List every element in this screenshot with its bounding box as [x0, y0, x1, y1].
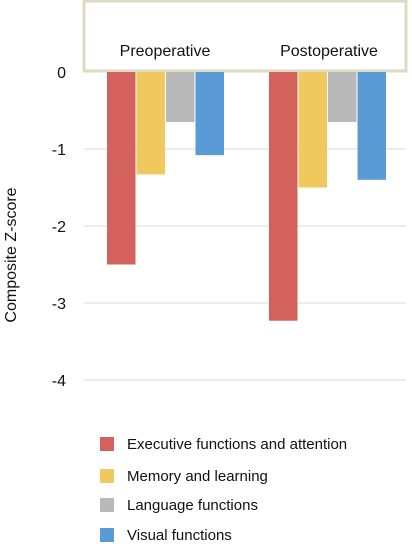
legend-swatch: [100, 498, 114, 512]
bar: [166, 72, 195, 123]
legend-label: Executive functions and attention: [127, 436, 347, 453]
y-axis-label: Composite Z-score: [3, 187, 20, 322]
legend-label: Memory and learning: [127, 468, 268, 485]
bar: [107, 72, 136, 265]
category-label: Postoperative: [280, 43, 378, 60]
legend-swatch: [100, 528, 114, 542]
y-tick-labels: 0 -1 -2 -3 -4: [52, 65, 66, 390]
gridlines: [84, 148, 406, 381]
bar: [195, 72, 224, 156]
bar: [298, 72, 327, 188]
bar: [136, 72, 165, 175]
legend-swatch: [100, 469, 114, 483]
legend-label: Visual functions: [127, 527, 232, 544]
bars: [107, 72, 386, 321]
y-tick-label: -4: [52, 373, 66, 390]
y-tick-label: -3: [52, 296, 66, 313]
bar: [269, 72, 298, 321]
y-tick-label: -2: [52, 219, 66, 236]
bar: [328, 72, 357, 123]
legend-swatch: [100, 437, 114, 451]
category-label: Preoperative: [120, 43, 211, 60]
legend-label: Language functions: [127, 497, 258, 514]
bar: [357, 72, 386, 180]
legend: Executive functions and attention Memory …: [100, 436, 347, 544]
category-labels: Preoperative Postoperative: [120, 43, 378, 60]
y-tick-label: -1: [52, 142, 66, 159]
category-header-box: [82, 0, 408, 73]
y-tick-label: 0: [57, 65, 66, 82]
